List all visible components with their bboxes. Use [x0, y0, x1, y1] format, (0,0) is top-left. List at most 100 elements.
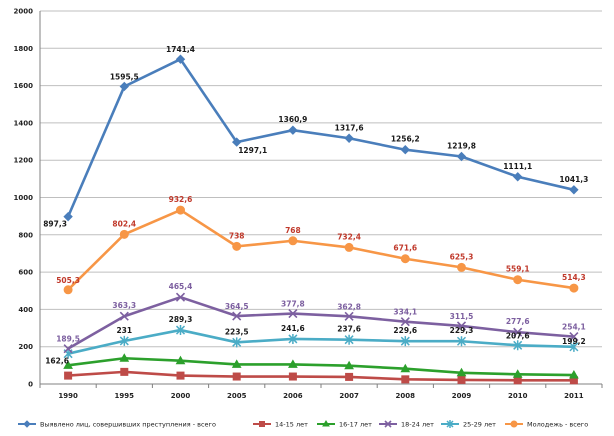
data-label: 1041,3: [559, 175, 588, 184]
data-point-marker: [513, 275, 523, 285]
y-tick-label: 0: [28, 381, 33, 389]
data-point-marker: [232, 241, 242, 251]
series-0: [63, 54, 579, 222]
series-4: [63, 325, 579, 359]
data-label: 1256,2: [391, 135, 420, 144]
data-label: 277,6: [506, 317, 530, 326]
data-label: 362,8: [337, 302, 361, 311]
data-point-marker: [231, 359, 242, 368]
y-axis-ticks: 0 200 400 600 800 1000 1200 1400 1600 1800 2000: [14, 8, 34, 389]
data-label: 505,3: [56, 276, 80, 285]
y-tick-label: 600: [18, 269, 33, 277]
data-label: 465,4: [169, 282, 193, 291]
data-label: 199,2: [562, 337, 586, 346]
data-point-marker: [456, 321, 467, 331]
series-layer: [63, 54, 579, 385]
data-point-marker: [457, 375, 466, 384]
data-point-marker: [513, 376, 522, 385]
data-point-marker: [569, 283, 579, 293]
data-label: 237,6: [337, 325, 361, 334]
data-point-marker: [176, 371, 185, 380]
data-label: 364,5: [225, 302, 249, 311]
x-tick-label: 2010: [508, 392, 528, 400]
data-label: 254,1: [562, 323, 586, 332]
x-tick-label: 1995: [115, 392, 135, 400]
y-tick-label: 1800: [14, 45, 34, 53]
y-tick-label: 1200: [14, 157, 34, 165]
data-point-marker: [456, 336, 467, 347]
legend-label: 25-29 лет: [463, 421, 496, 429]
data-point-marker: [344, 242, 354, 252]
data-point-marker: [569, 185, 579, 195]
series-3: [63, 292, 579, 354]
data-point-marker: [288, 125, 298, 135]
y-tick-label: 400: [18, 306, 33, 314]
y-tick-label: 1600: [14, 82, 34, 90]
series-5: [63, 205, 579, 295]
data-label: 802,4: [112, 219, 136, 228]
data-point-marker: [175, 355, 186, 365]
legend-label: 14-15 лет: [275, 421, 308, 429]
data-point-marker: [119, 229, 129, 239]
data-point-marker: [63, 360, 73, 369]
data-point-marker: [63, 344, 73, 354]
x-axis-ticks: 1990 1995 2000 2005 2006 2007 2008 2009 2010 2011: [39, 384, 603, 400]
data-label: 223,5: [225, 327, 249, 336]
data-label: 932,6: [169, 195, 193, 204]
data-label: 768: [285, 226, 301, 235]
data-label: 738: [229, 231, 245, 240]
series-2: [63, 353, 579, 379]
data-label: 377,8: [281, 300, 305, 309]
data-point-marker: [288, 372, 297, 381]
data-point-marker: [119, 353, 130, 362]
series-line: [67, 208, 575, 291]
y-tick-label: 200: [18, 343, 33, 351]
legend-label: Молодежь - всего: [527, 421, 588, 429]
data-point-marker: [400, 317, 410, 327]
data-point-marker: [176, 205, 185, 215]
data-point-marker: [120, 367, 129, 376]
series-line: [66, 57, 575, 218]
data-point-marker: [400, 254, 410, 264]
series-line: [67, 356, 574, 377]
data-point-marker: [456, 151, 467, 162]
data-point-marker: [400, 145, 411, 155]
data-point-marker: [288, 236, 298, 246]
data-point-marker: [63, 211, 73, 222]
y-tick-label: 800: [18, 231, 33, 239]
data-point-marker: [344, 133, 354, 143]
x-tick-label: 1990: [58, 392, 78, 400]
data-point-marker: [456, 367, 467, 377]
series-line: [67, 328, 574, 355]
data-point-marker: [63, 285, 73, 295]
data-point-marker: [232, 311, 242, 321]
legend-label: 16-17 лет: [339, 421, 372, 429]
series-1: [64, 367, 578, 385]
data-label: 231: [116, 326, 132, 335]
data-label: 1219,8: [447, 142, 476, 151]
data-point-marker: [344, 360, 354, 370]
data-point-marker: [259, 421, 265, 427]
legend-item: 25-29 лет: [441, 420, 496, 429]
x-tick-label: 2008: [396, 392, 416, 400]
data-point-marker: [175, 292, 186, 302]
y-tick-label: 1000: [14, 194, 34, 202]
data-point-marker: [175, 54, 186, 64]
data-point-marker: [175, 325, 186, 336]
data-point-marker: [232, 337, 242, 348]
data-labels-layer: 897,3 1595,5 1741,4 1297,1 1360,9 1317,6 1256,…: [43, 45, 588, 365]
data-label: 334,1: [393, 308, 417, 317]
data-point-marker: [288, 333, 298, 344]
data-label: 671,6: [393, 244, 417, 253]
data-label: 514,3: [562, 273, 586, 282]
legend-item: 16-17 лет: [317, 420, 372, 429]
series-line: [67, 295, 575, 350]
data-point-marker: [119, 335, 129, 346]
data-point-marker: [446, 420, 454, 428]
data-point-marker: [569, 332, 579, 342]
y-tick-label: 1400: [14, 119, 34, 127]
data-label: 1741,4: [166, 45, 195, 54]
data-label: 625,3: [450, 252, 474, 261]
x-tick-label: 2000: [171, 392, 191, 400]
data-label: 189,5: [56, 335, 80, 344]
